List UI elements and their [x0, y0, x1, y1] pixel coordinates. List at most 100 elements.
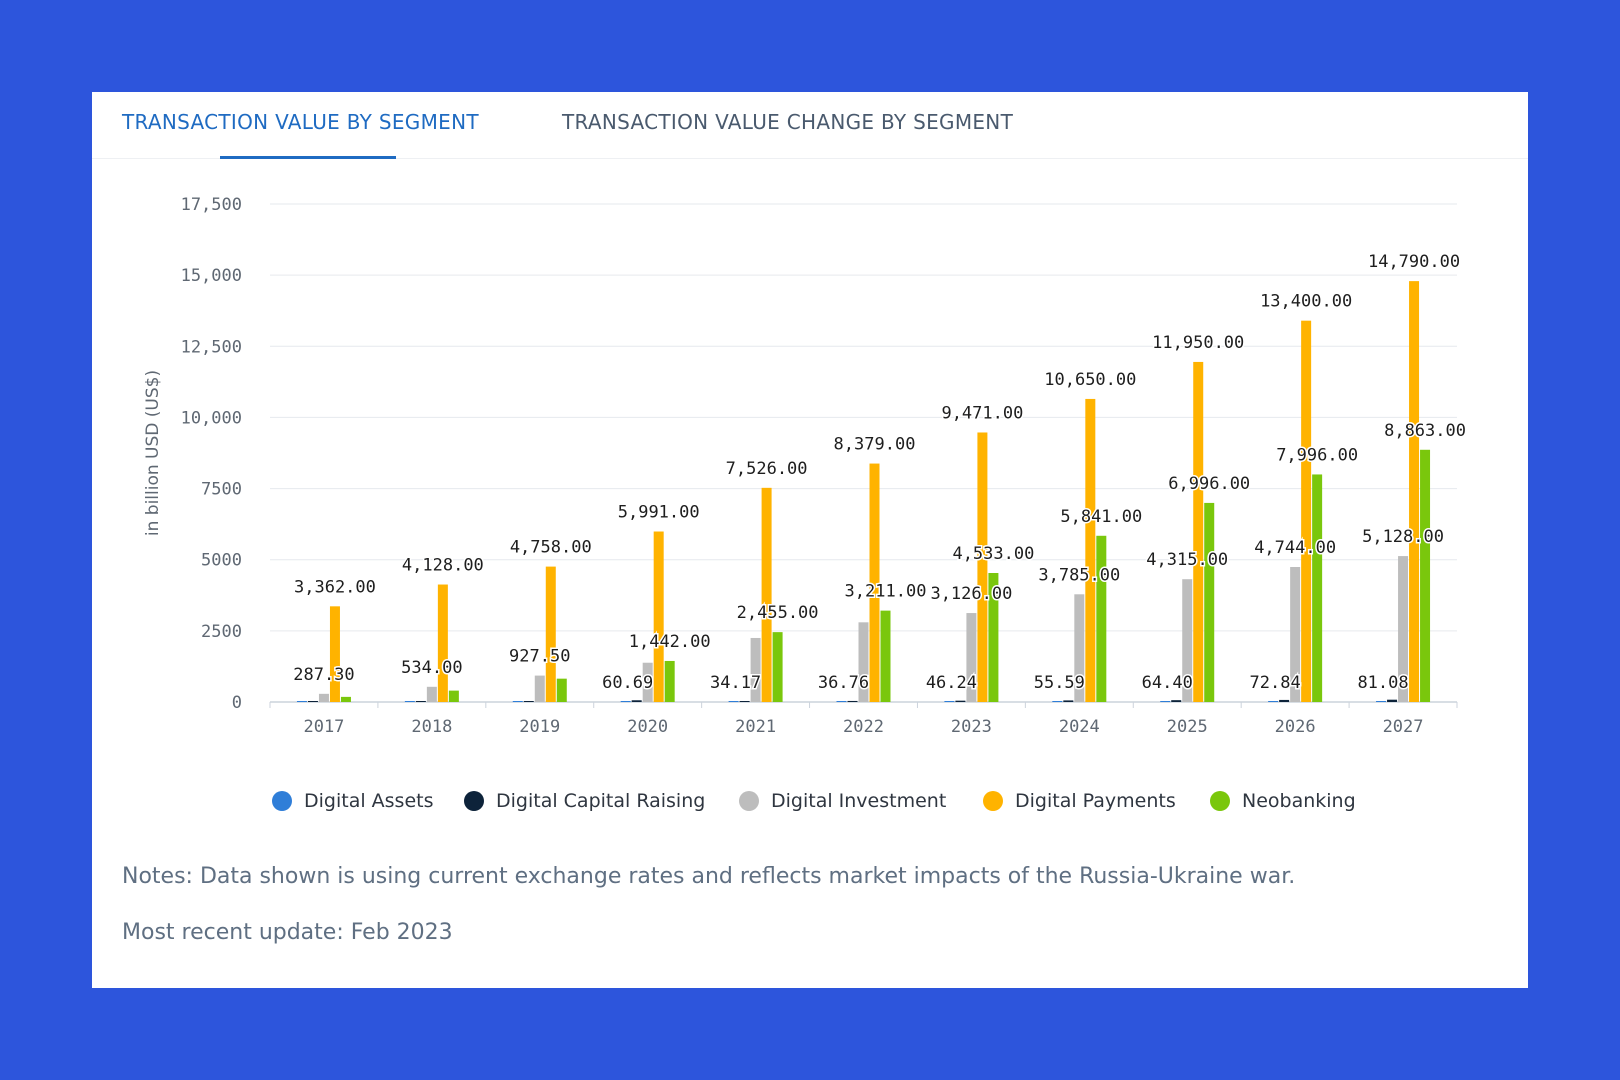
y-tick-label: 17,500: [181, 195, 242, 215]
data-label: 4,744.00: [1254, 538, 1336, 558]
x-tick-label: 2026: [1275, 717, 1316, 737]
bar-digital-investment: [534, 675, 545, 702]
x-tick-label: 2021: [735, 717, 776, 737]
x-tick-label: 2024: [1059, 717, 1100, 737]
tab-transaction-value[interactable]: TRANSACTION VALUE BY SEGMENT: [122, 110, 479, 134]
data-label: 36.76: [818, 673, 869, 693]
data-label: 9,471.00: [941, 403, 1023, 423]
data-label: 8,379.00: [834, 435, 916, 455]
legend-digital-investment[interactable]: Digital Investment: [739, 790, 946, 812]
data-label: 72.84: [1250, 673, 1301, 693]
bar-digital-investment: [1074, 594, 1085, 702]
y-tick-label: 5000: [201, 551, 242, 571]
bar-digital-investment: [858, 622, 869, 702]
bar-digital-assets: [296, 701, 307, 702]
bar-digital-assets: [728, 701, 739, 702]
x-tick-label: 2017: [303, 717, 344, 737]
data-label: 7,996.00: [1276, 445, 1358, 465]
data-label: 10,650.00: [1044, 370, 1136, 390]
bar-digital-assets: [512, 701, 523, 702]
bar-digital-capital-raising: [955, 700, 966, 702]
data-label: 4,315.00: [1146, 550, 1228, 570]
legend-label: Digital Investment: [771, 790, 947, 812]
legend-marker-icon: [272, 791, 292, 811]
bar-digital-investment: [1290, 566, 1301, 702]
data-label: 927.50: [509, 647, 570, 667]
legend-digital-payments[interactable]: Digital Payments: [983, 790, 1176, 812]
data-label: 3,211.00: [845, 582, 927, 602]
data-label: 7,526.00: [726, 459, 808, 479]
x-tick-label: 2020: [627, 717, 668, 737]
data-label: 4,758.00: [510, 538, 592, 558]
bar-digital-assets: [944, 701, 955, 702]
bar-digital-payments: [977, 432, 988, 702]
x-tick-label: 2025: [1167, 717, 1208, 737]
bar-digital-investment: [1182, 579, 1193, 702]
tab-bar: TRANSACTION VALUE BY SEGMENT TRANSACTION…: [92, 92, 1528, 159]
y-tick-label: 10,000: [181, 408, 242, 428]
bar-digital-payments: [545, 566, 556, 702]
bar-digital-assets: [1160, 701, 1171, 702]
data-label: 5,991.00: [618, 503, 700, 523]
bar-digital-assets: [836, 701, 847, 702]
y-tick-label: 7500: [201, 480, 242, 500]
legend-digital-assets[interactable]: Digital Assets: [272, 790, 434, 812]
data-label: 3,362.00: [294, 577, 376, 597]
legend-marker-icon: [983, 791, 1003, 811]
bar-digital-assets: [1376, 701, 1387, 702]
bar-digital-payments: [1085, 398, 1096, 702]
bar-neobanking: [772, 632, 783, 702]
bar-digital-capital-raising: [307, 701, 318, 702]
bar-digital-capital-raising: [1279, 699, 1290, 702]
x-tick-label: 2018: [411, 717, 452, 737]
data-label: 81.08: [1357, 673, 1408, 693]
data-label: 287.30: [293, 665, 354, 685]
bar-digital-investment: [966, 613, 977, 702]
legend-label: Digital Assets: [304, 790, 434, 812]
legend-digital-capital-raising[interactable]: Digital Capital Raising: [464, 790, 705, 812]
bar-neobanking: [340, 696, 351, 702]
bar-digital-capital-raising: [1387, 699, 1398, 702]
bar-digital-capital-raising: [847, 700, 858, 702]
legend-label: Neobanking: [1242, 790, 1356, 812]
data-label: 3,126.00: [930, 584, 1012, 604]
chart-notes: Notes: Data shown is using current excha…: [122, 864, 1296, 889]
bar-digital-investment: [1398, 556, 1409, 702]
legend-label: Digital Payments: [1015, 790, 1176, 812]
data-label: 534.00: [401, 658, 462, 678]
bar-digital-capital-raising: [415, 701, 426, 702]
data-label: 4,533.00: [952, 544, 1034, 564]
data-label: 60.69: [602, 673, 653, 693]
data-label: 14,790.00: [1368, 252, 1460, 272]
data-label: 5,128.00: [1362, 527, 1444, 547]
chart-card: TRANSACTION VALUE BY SEGMENT TRANSACTION…: [92, 92, 1528, 988]
bar-neobanking: [1420, 449, 1431, 702]
bar-digital-payments: [869, 463, 880, 702]
bar-neobanking: [556, 678, 567, 702]
active-tab-indicator: [220, 156, 396, 159]
bar-neobanking: [1204, 502, 1215, 702]
y-axis-title: in billion USD (US$): [143, 370, 163, 536]
bar-neobanking: [880, 610, 891, 702]
bar-neobanking: [988, 573, 999, 702]
x-tick-label: 2019: [519, 717, 560, 737]
data-label: 11,950.00: [1152, 333, 1244, 353]
last-update-note: Most recent update: Feb 2023: [122, 920, 453, 945]
bar-digital-assets: [1268, 701, 1279, 702]
bar-digital-payments: [653, 531, 664, 702]
bar-neobanking: [448, 690, 459, 702]
legend-neobanking[interactable]: Neobanking: [1210, 790, 1356, 812]
y-tick-label: 15,000: [181, 266, 242, 286]
y-tick-label: 12,500: [181, 337, 242, 357]
bar-digital-capital-raising: [631, 700, 642, 702]
bar-digital-capital-raising: [1171, 700, 1182, 702]
bar-neobanking: [664, 660, 675, 702]
data-label: 2,455.00: [737, 603, 819, 623]
data-label: 46.24: [926, 673, 977, 693]
legend-marker-icon: [739, 791, 759, 811]
x-tick-label: 2022: [843, 717, 884, 737]
tab-transaction-value-change[interactable]: TRANSACTION VALUE CHANGE BY SEGMENT: [562, 110, 1014, 134]
bar-neobanking: [1096, 535, 1107, 702]
data-label: 6,996.00: [1168, 474, 1250, 494]
bar-digital-assets: [620, 701, 631, 702]
